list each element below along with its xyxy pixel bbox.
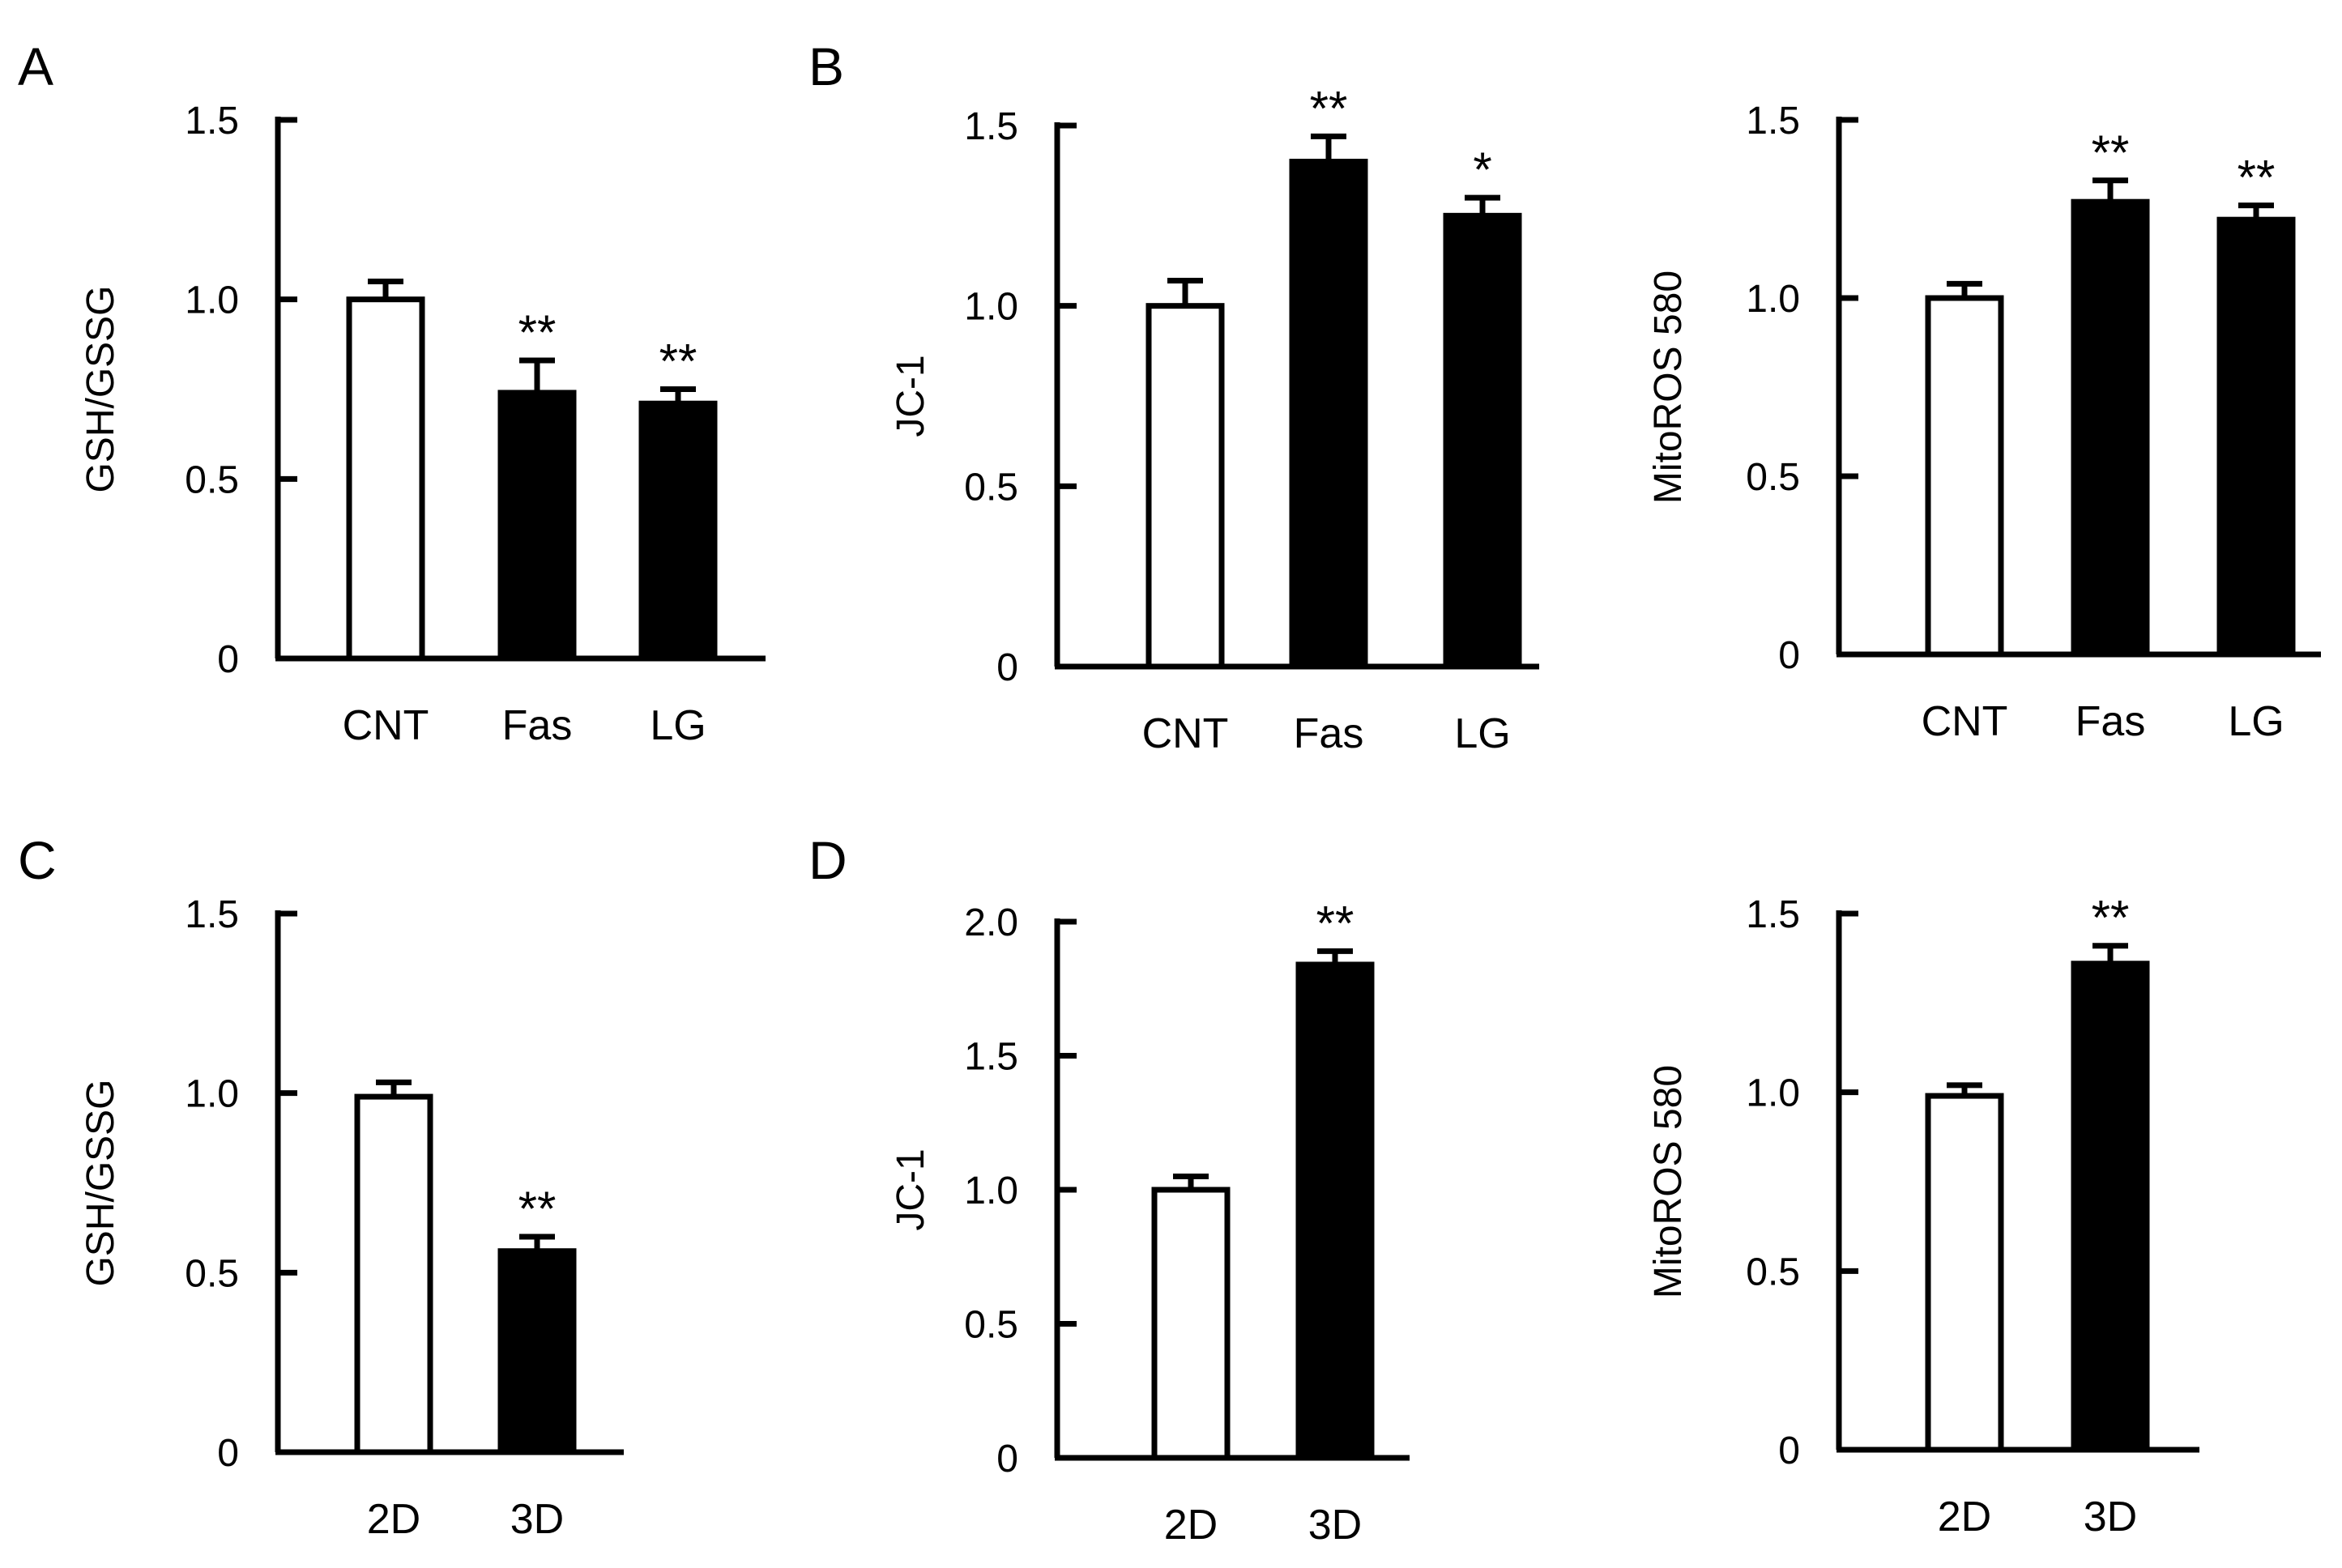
y-tick-label: 0 — [1778, 634, 1800, 677]
x-category-label: Fas — [2075, 698, 2146, 745]
bar-cnt — [346, 296, 425, 662]
y-tick-label: 0.5 — [964, 1304, 1018, 1347]
y-tick-label: 1.5 — [185, 100, 239, 143]
y-tick-label: 0 — [217, 638, 239, 681]
x-category-label: 2D — [367, 1496, 420, 1543]
y-tick-label: 0 — [996, 1438, 1018, 1481]
x-category-label: CNT — [343, 702, 429, 749]
bar-3d — [497, 1248, 577, 1455]
x-category-label: Fas — [502, 702, 573, 749]
y-tick-label: 0 — [1778, 1430, 1800, 1472]
y-axis-title: GSH/GSSG — [79, 285, 122, 492]
x-category-label: 3D — [2084, 1493, 2137, 1540]
bar-2d — [1925, 1093, 2004, 1453]
x-category-label: 2D — [1938, 1493, 1991, 1540]
significance-marker: ** — [2092, 126, 2130, 180]
x-category-label: LG — [650, 702, 706, 749]
y-tick-label: 1.0 — [964, 286, 1018, 329]
y-tick-label: 0.5 — [964, 466, 1018, 509]
y-tick-label: 0.5 — [1746, 1251, 1800, 1293]
y-axis-title: JC-1 — [889, 355, 932, 437]
bar-fas — [2071, 198, 2150, 658]
significance-marker: ** — [1310, 81, 1348, 135]
y-tick-label: 1.0 — [185, 279, 239, 322]
y-axis-title: GSH/GSSG — [79, 1079, 122, 1286]
significance-marker: ** — [518, 1182, 557, 1236]
bar-2d — [1151, 1187, 1231, 1461]
y-axis-title: MitoROS 580 — [1647, 271, 1690, 504]
x-category-label: CNT — [1922, 698, 2008, 745]
y-tick-label: 1.5 — [964, 105, 1018, 148]
bar-2d — [354, 1093, 433, 1455]
chart-d-mitoros: 0 0.5 1.0 1.5 MitoROS 580 2D ** 3D — [1647, 891, 2199, 1540]
bar-lg — [2216, 216, 2296, 658]
y-tick-label: 1.5 — [964, 1036, 1018, 1079]
bar-3d — [2071, 961, 2150, 1453]
significance-marker: ** — [659, 334, 697, 389]
chart-b-mitoros: 0 0.5 1.0 1.5 MitoROS 580 CNT ** Fas ** LG — [1647, 100, 2321, 745]
panel-label-b: B — [808, 36, 844, 96]
y-tick-label: 0.5 — [1746, 456, 1800, 499]
chart-c-gsh-gssg: 0 0.5 1.0 1.5 GSH/GSSG 2D ** 3D — [79, 893, 624, 1543]
significance-marker: ** — [2092, 891, 2130, 945]
significance-marker: ** — [518, 305, 557, 360]
x-category-label: Fas — [1294, 710, 1364, 757]
chart-a-gsh-gssg: 0 0.5 1.0 1.5 GSH/GSSG CNT ** Fas ** LG — [79, 100, 766, 749]
y-tick-label: 0 — [996, 646, 1018, 689]
y-tick-label: 1.5 — [1746, 893, 1800, 936]
bar-cnt — [1145, 303, 1225, 670]
panel-label-c: C — [18, 830, 57, 890]
y-tick-label: 1.0 — [1746, 1072, 1800, 1115]
panel-label-a: A — [18, 36, 53, 96]
y-axis-title: JC-1 — [889, 1148, 932, 1230]
panel-label-d: D — [808, 830, 847, 890]
bar-lg — [638, 400, 718, 662]
x-category-label: 2D — [1164, 1502, 1218, 1549]
x-category-label: 3D — [510, 1496, 564, 1543]
chart-d-jc1: 0 0.5 1.0 1.5 2.0 JC-1 2D ** 3D — [889, 896, 1410, 1549]
significance-marker: ** — [1316, 896, 1354, 950]
x-category-label: 3D — [1308, 1502, 1362, 1549]
y-axis-title: MitoROS 580 — [1647, 1065, 1690, 1298]
x-category-label: CNT — [1142, 710, 1229, 757]
bar-fas — [497, 390, 577, 662]
y-tick-label: 0.5 — [185, 458, 239, 501]
significance-marker: ** — [2237, 151, 2276, 205]
bar-3d — [1295, 961, 1375, 1461]
y-tick-label: 1.0 — [185, 1073, 239, 1116]
bar-fas — [1289, 159, 1368, 670]
y-tick-label: 0.5 — [185, 1252, 239, 1295]
y-tick-label: 1.0 — [964, 1170, 1018, 1212]
x-category-label: LG — [2228, 698, 2284, 745]
significance-marker: * — [1473, 143, 1491, 197]
bar-lg — [1443, 212, 1522, 670]
y-tick-label: 1.5 — [185, 893, 239, 936]
y-tick-label: 1.5 — [1746, 100, 1800, 143]
bar-cnt — [1925, 295, 2004, 658]
y-tick-label: 1.0 — [1746, 278, 1800, 321]
y-tick-label: 2.0 — [964, 901, 1018, 944]
y-tick-label: 0 — [217, 1432, 239, 1475]
chart-b-jc1: 0 0.5 1.0 1.5 JC-1 CNT ** Fas * LG — [889, 81, 1539, 757]
x-category-label: LG — [1454, 710, 1510, 757]
